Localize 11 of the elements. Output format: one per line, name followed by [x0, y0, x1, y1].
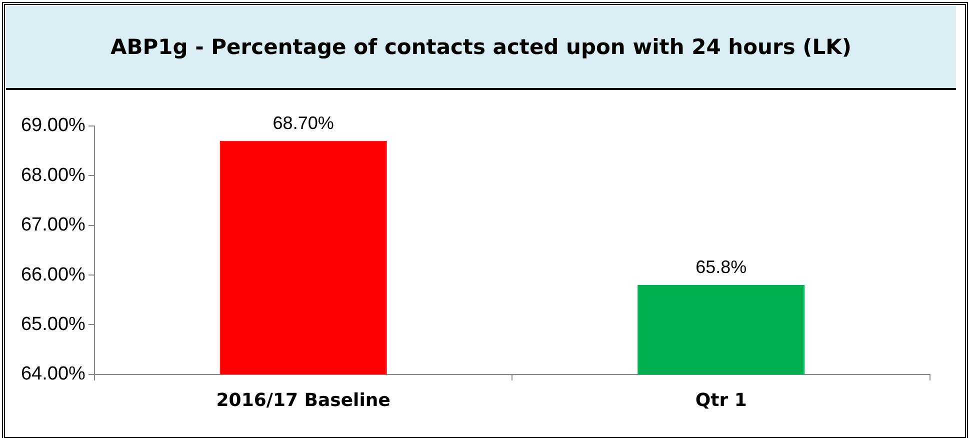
- y-tick-label: 69.00%: [20, 115, 86, 136]
- y-tick-label: 64.00%: [20, 364, 86, 385]
- data-label: 65.8%: [696, 256, 747, 277]
- y-tick-label: 67.00%: [20, 214, 86, 236]
- y-tick-label: 65.00%: [20, 314, 86, 335]
- y-tick-label: 68.00%: [20, 164, 86, 186]
- x-tick-label: 2016/17 Baseline: [216, 390, 390, 411]
- x-tick-label: Qtr 1: [695, 390, 747, 411]
- data-label: 68.70%: [272, 112, 334, 133]
- chart-title: ABP1g - Percentage of contacts acted upon with 24 hours (LK): [6, 6, 956, 90]
- y-tick-label: 66.00%: [20, 264, 86, 286]
